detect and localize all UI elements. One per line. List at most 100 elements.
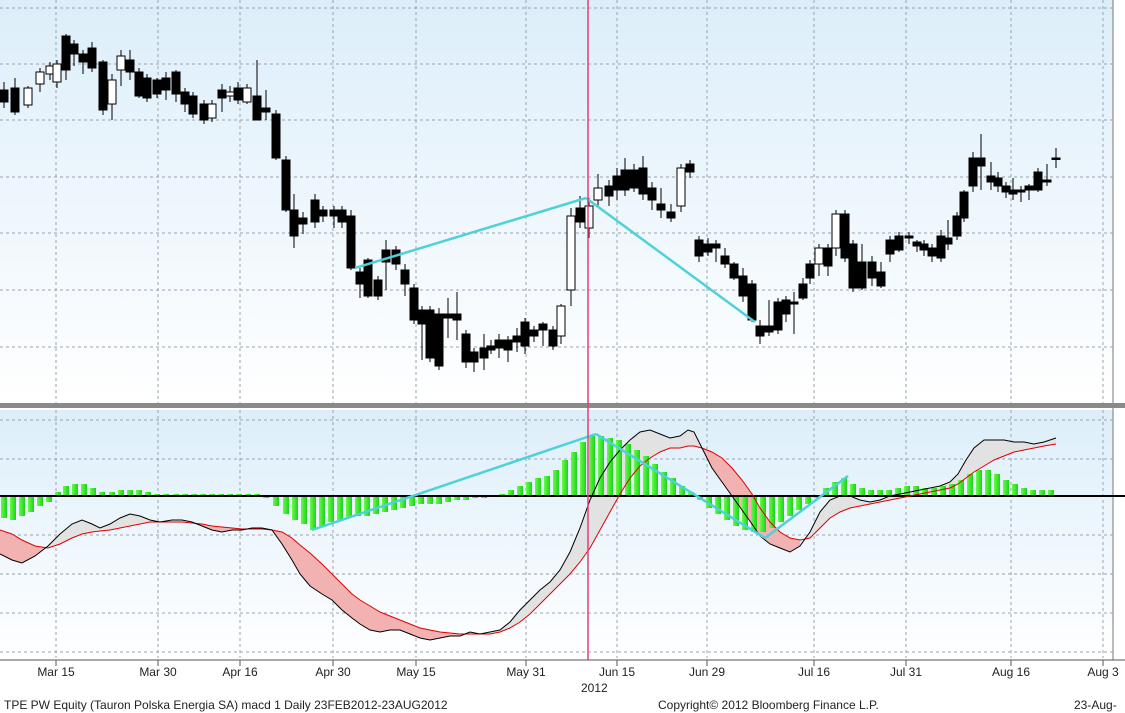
histogram-bar bbox=[796, 496, 802, 510]
macd-fill-segment bbox=[360, 600, 370, 630]
candle-body bbox=[656, 203, 666, 211]
candle-body bbox=[486, 345, 496, 351]
macd-fill-segment bbox=[570, 528, 580, 574]
histogram-bar bbox=[346, 496, 352, 518]
candle-body bbox=[968, 157, 978, 187]
histogram-bar bbox=[427, 496, 433, 504]
trendline bbox=[595, 432, 766, 540]
candle-body bbox=[566, 215, 576, 291]
macd-fill-segment bbox=[540, 582, 550, 604]
macd-fill-segment bbox=[300, 545, 310, 586]
x-tick-label: Apr 16 bbox=[222, 665, 258, 679]
copyright: Copyright© 2012 Bloomberg Finance L.P. bbox=[658, 698, 879, 712]
candle-body bbox=[548, 329, 558, 347]
histogram-bar bbox=[273, 496, 279, 506]
candle-body bbox=[612, 175, 622, 191]
histogram-bar bbox=[10, 496, 16, 520]
candle-body bbox=[171, 71, 181, 95]
candle-body bbox=[1033, 171, 1043, 191]
histogram-bar bbox=[958, 480, 964, 496]
macd-fill-segment bbox=[0, 530, 12, 560]
candle-body bbox=[61, 35, 71, 71]
macd-fill-segment bbox=[660, 434, 670, 452]
candle-body bbox=[764, 325, 774, 333]
candle-body bbox=[798, 283, 808, 299]
candle-body bbox=[593, 187, 603, 201]
histogram-bar bbox=[715, 496, 721, 514]
candle-body bbox=[512, 335, 522, 343]
candle-body bbox=[188, 95, 198, 115]
x-tick-label: Jun 29 bbox=[689, 665, 725, 679]
histogram-bar bbox=[337, 496, 343, 520]
candle-body bbox=[329, 209, 339, 217]
macd-fill-segment bbox=[688, 430, 694, 446]
histogram-bar bbox=[517, 486, 523, 496]
candle-body bbox=[876, 271, 886, 287]
x-tick-label: Mar 30 bbox=[139, 665, 177, 679]
candle-body bbox=[373, 279, 383, 297]
candle-body bbox=[694, 239, 704, 257]
panel-separator bbox=[0, 403, 1125, 408]
histogram-bar bbox=[832, 482, 838, 496]
candle-body bbox=[503, 339, 513, 351]
candle-body bbox=[676, 167, 686, 207]
candle-body bbox=[289, 209, 299, 237]
candle-body bbox=[575, 207, 585, 223]
histogram-bar bbox=[454, 496, 460, 500]
candle-body bbox=[346, 215, 356, 269]
candle-body bbox=[976, 157, 986, 167]
histogram-bar bbox=[319, 496, 325, 526]
histogram-bar bbox=[904, 486, 910, 496]
candle-body bbox=[461, 333, 471, 363]
histogram-bar bbox=[940, 486, 946, 496]
candle-body bbox=[0, 89, 9, 103]
candle-body bbox=[225, 91, 235, 97]
macd-fill-segment bbox=[820, 500, 830, 528]
candle-body bbox=[831, 213, 841, 249]
candle-body bbox=[134, 71, 144, 97]
histogram-bar bbox=[301, 496, 307, 524]
histogram-bar bbox=[535, 478, 541, 496]
candle-body bbox=[434, 313, 444, 367]
candle-body bbox=[894, 235, 904, 251]
histogram-bar bbox=[985, 470, 991, 496]
macd-fill-segment bbox=[292, 538, 300, 574]
histogram-bar bbox=[670, 478, 676, 496]
candle-body bbox=[805, 263, 815, 279]
histogram-bar bbox=[544, 476, 550, 496]
histogram-bar bbox=[28, 496, 34, 512]
histogram-bar bbox=[1030, 490, 1036, 496]
candlestick-series bbox=[0, 34, 1061, 372]
candle-body bbox=[885, 239, 895, 255]
macd-fill-segment bbox=[420, 628, 430, 640]
histogram-bar bbox=[580, 442, 586, 496]
histogram-bar bbox=[445, 496, 451, 502]
candle-body bbox=[738, 275, 748, 297]
histogram-bar bbox=[1048, 490, 1054, 496]
candle-body bbox=[87, 47, 97, 69]
macd-fill-segment bbox=[110, 518, 120, 530]
histogram-bar bbox=[145, 492, 151, 496]
candle-body bbox=[1016, 189, 1026, 193]
candle-body bbox=[409, 287, 419, 321]
macd-fill-segment bbox=[92, 524, 100, 532]
macd-fill-segment bbox=[380, 612, 390, 632]
histogram-bar bbox=[607, 438, 613, 496]
histogram-bar bbox=[571, 452, 577, 496]
candle-body bbox=[469, 351, 479, 363]
candle-body bbox=[425, 309, 435, 359]
macd-fill-segment bbox=[12, 534, 22, 563]
candle-body bbox=[35, 71, 45, 85]
candle-body bbox=[620, 169, 630, 191]
histogram-bar bbox=[706, 496, 712, 508]
macd-fill-segment bbox=[100, 524, 110, 531]
histogram-bar bbox=[328, 496, 334, 522]
candle-body bbox=[904, 235, 914, 239]
candle-body bbox=[242, 87, 252, 103]
macd-fill-segment bbox=[550, 570, 560, 594]
candle-body bbox=[823, 247, 833, 267]
macd-fill-segment bbox=[520, 600, 530, 622]
trendline bbox=[764, 474, 849, 540]
histogram-bar bbox=[679, 486, 685, 496]
x-tick-label: Apr 30 bbox=[315, 665, 351, 679]
